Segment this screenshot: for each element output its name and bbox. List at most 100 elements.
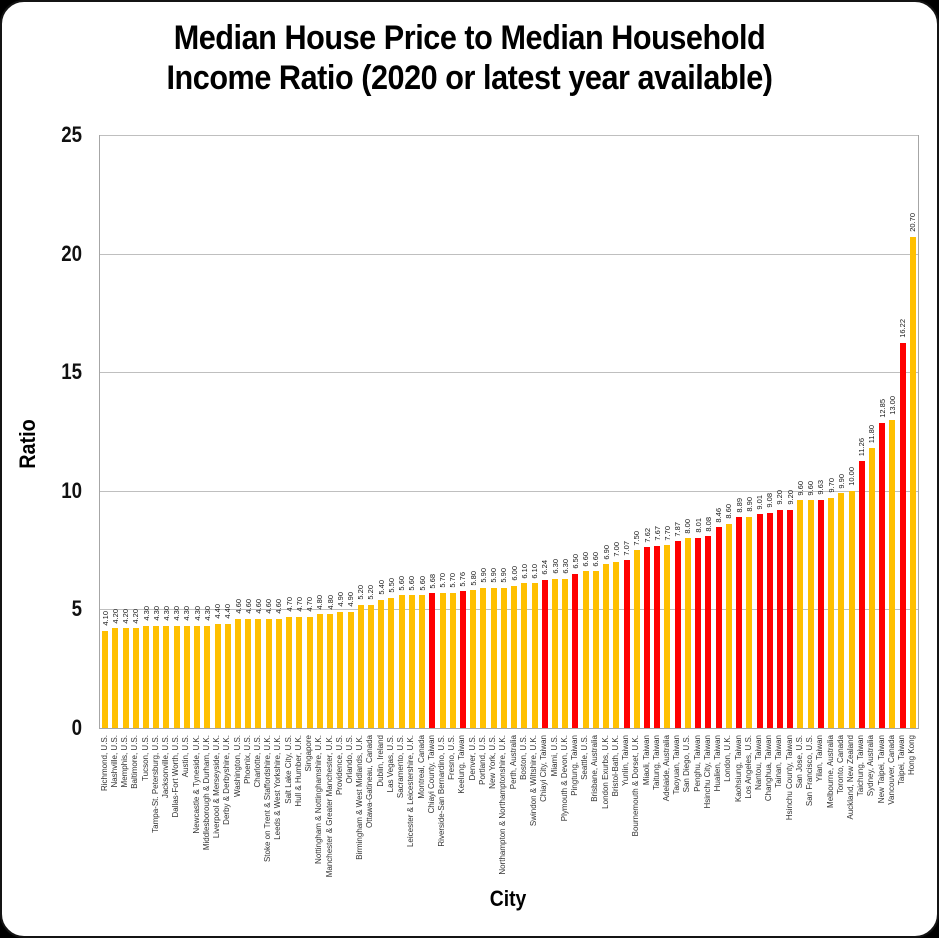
x-axis-city-label: Leicester & Leicestershire, U.K. [406,735,415,849]
bar-value-label: 4.30 [152,606,161,623]
bar [265,618,272,728]
city-label-text: Keelung, Taiwan [457,735,467,794]
bar [521,583,528,728]
city-label-text: New Taipei, Taiwan [876,735,886,804]
x-axis-city-label: Yilan, Taiwan [815,735,824,784]
bar-value-label: 9.63 [816,480,825,497]
bar-value-label: 4.20 [131,609,140,626]
bar-value-label: 4.30 [182,606,191,623]
bar [715,527,722,728]
bar-value-label: 4.30 [172,606,181,623]
city-label-text: Taichung, Taiwan [856,735,866,797]
y-axis-tick-label-10: 10 [61,477,82,503]
x-axis-city-label: Taoyuan, Taiwan [672,735,681,796]
bar-value-label: 4.30 [162,606,171,623]
bar [490,588,497,728]
x-axis-city-label: Providence, U.S. [335,735,344,797]
bar-value-text: 4.20 [110,608,120,624]
bar-value-text: 5.50 [386,577,396,593]
bar-value-text: 8.46 [714,507,724,523]
bar-value-label: 9.60 [796,481,805,498]
bar-value-text: 7.70 [662,525,672,541]
bar-value-label: 4.60 [254,599,263,616]
city-label-text: Salt Lake City, U.S. [283,735,293,804]
x-axis-city-label: Perth, Australia [509,735,518,791]
city-label-text: Boston, U.S. [518,735,528,780]
bar-value-text: 6.50 [570,554,580,569]
bar-value-label: 5.90 [499,568,508,585]
bar [828,497,835,728]
city-label-text: Birmingham & West Midlands, U.K. [355,735,365,860]
bar [633,550,640,728]
x-axis-city-label: Taitung, Taiwan [652,735,661,792]
x-axis-city-label: Taipei, Taiwan [897,735,906,787]
city-label-text: London Exurbs, U.K. [600,735,610,809]
bar-value-text: 5.76 [458,571,468,587]
x-axis-city-label: Memphis, U.S. [120,735,129,789]
x-axis-city-label: Dallas-Fort Worth, U.S. [171,735,180,820]
bar-value-text: 5.68 [427,573,437,589]
bar-value-text: 5.70 [448,573,458,588]
bar-value-text: 6.10 [530,563,540,579]
bar-value-text: 4.60 [253,599,263,614]
city-label-text: Los Angeles, U.S. [743,735,753,799]
x-axis-city-label: Adelaide, Australia [662,735,671,803]
bar-value-label: 9.90 [837,474,846,491]
bar-value-label: 4.60 [264,599,273,616]
bar-value-label: 4.60 [274,599,283,616]
city-label-text: Charlotte, U.S. [252,735,262,788]
bar [562,578,569,728]
bar-value-label: 6.24 [540,560,549,577]
city-label-text: Memphis, U.S. [120,735,130,788]
bar-value-label: 5.60 [407,576,416,593]
bar [132,628,139,728]
x-axis-city-label: Plymouth & Devon, U.K. [560,735,569,823]
x-axis-city-label: Singapore [304,735,313,773]
gridline-5 [100,609,918,611]
x-axis-city-label: New York, U.S. [488,735,497,791]
city-label-text: Tampa-St. Petersburg, U.S. [150,735,160,833]
bar-value-text: 4.20 [131,608,141,624]
bar [787,509,794,728]
city-label-text: Hsinchu County, Taiwan [784,735,794,821]
bar-value-label: 4.90 [346,592,355,609]
bar [183,626,190,728]
y-axis-tick-label-15: 15 [61,359,82,385]
y-axis-tick-label-20: 20 [61,240,82,266]
bar-value-label: 4.70 [295,597,304,614]
bar-value-text: 9.20 [775,490,785,505]
bar-value-label: 8.60 [724,504,733,521]
bar-value-label: 8.01 [694,518,703,535]
x-axis-city-label: Brisbane, Australia [590,735,599,804]
bar-value-label: 4.90 [336,592,345,609]
city-label-text: Newcastle & Tyneside, U.K. [191,735,201,834]
chart-title-line-1: Median House Price to Median Household [173,19,766,57]
bar-value-label: 4.30 [203,606,212,623]
x-axis-city-label: Birmingham & West Midlands, U.K. [355,735,364,862]
x-axis-city-label: Bristol-Bath, U.K. [611,735,620,798]
x-axis-city-label: Sydney, Australia [866,735,875,798]
bar [173,626,180,728]
y-axis-tick-label-25: 25 [61,122,82,147]
city-label-text: Richmond, U.S. [99,735,109,792]
bar-value-text: 4.90 [335,592,345,607]
city-label-text: Swindon & Wiltshire, U.K. [529,735,539,827]
bar-value-text: 8.60 [724,504,734,520]
city-label-text: Phoenix, U.S. [242,735,252,784]
bar-value-label: 8.46 [714,508,723,525]
x-axis-city-label: Melbourne, Australia [826,735,835,810]
city-label-text: Riverside-San Bernardino, U.S. [437,735,447,847]
bar-value-text: 11.80 [867,424,877,444]
x-axis-city-label: Hsinchu City, Taiwan [703,735,712,811]
gridline-20 [100,253,918,255]
bar-value-label: 4.70 [285,597,294,614]
bar-value-label: 6.60 [581,552,590,569]
x-axis-city-label: Seattle, U.S. [580,735,589,782]
bar-value-text: 4.40 [223,604,233,619]
city-label-text: Chiayi City, Taiwan [539,735,549,802]
bar [480,588,487,728]
bar [459,591,466,728]
bar-value-text: 8.89 [734,497,744,513]
bar-value-label: 9.20 [775,490,784,507]
city-label-text: Miami, U.S. [549,735,559,777]
